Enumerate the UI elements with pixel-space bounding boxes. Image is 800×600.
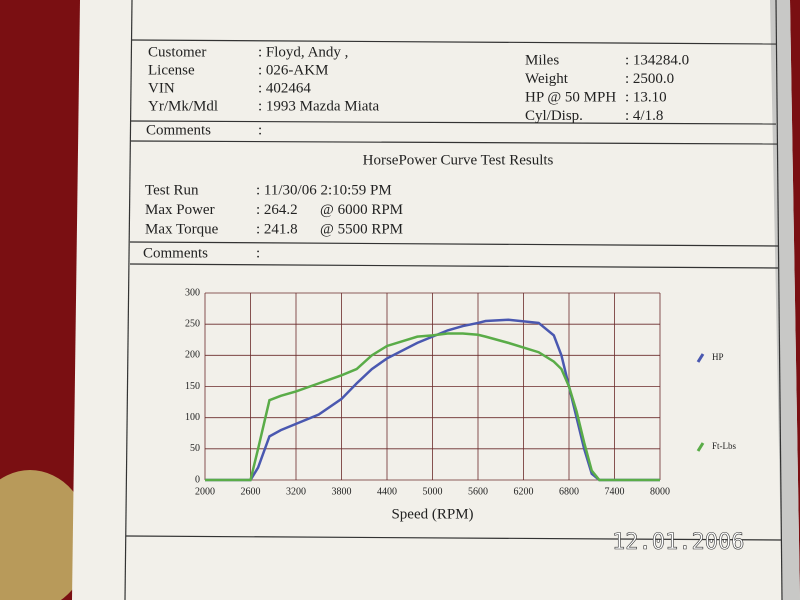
field-value: : 241.8 [256,221,298,237]
results-title: HorsePower Curve Test Results [363,152,554,168]
x-tick-label: 5000 [423,486,443,497]
document-text: HorsePower Curve Test Results Customer : … [143,44,689,261]
y-tick-label: 150 [185,381,200,392]
field-value: : 026-AKM [258,62,328,78]
field-value: : Floyd, Andy , [258,44,348,60]
field-label: Max Torque [145,221,219,237]
y-tick-label: 50 [190,443,200,454]
x-axis-label: Speed (RPM) [391,506,473,522]
field-value: : 264.2 [256,202,298,218]
field-value: : 2500.0 [625,71,674,87]
x-tick-label: 6200 [514,486,534,497]
x-tick-label: 5600 [468,486,488,497]
series-line [205,332,660,482]
carpet-pattern [0,470,90,600]
field-value: : 402464 [258,80,311,96]
legend-swatch [696,353,705,363]
x-tick-label: 3800 [332,486,352,497]
y-tick-label: 250 [185,318,200,329]
form-lines [124,0,783,600]
field-label: Customer [148,44,206,60]
field-rpm: @ 5500 RPM [320,221,403,237]
field-label: HP @ 50 MPH [525,89,616,105]
x-tick-label: 8000 [650,486,670,497]
chart: 0 50 100 150 200 250 300 2000 2600 3200 3800 4400 50… [185,287,737,522]
field-value: : 1993 Mazda Miata [258,98,380,114]
x-tick-label: 3200 [286,486,306,497]
y-tick-label: 100 [185,412,200,423]
field-label: Test Run [145,182,199,198]
x-tick-label: 2000 [195,486,215,497]
legend-label: Ft-Lbs [712,441,737,451]
x-tick-label: 7400 [605,486,625,497]
field-label: Cyl/Disp. [525,108,583,124]
y-tick-label: 200 [185,350,200,361]
field-label: VIN [148,80,175,96]
field-value: : 4/1.8 [625,108,663,124]
paper [72,0,800,600]
field-value: : 11/30/06 2:10:59 PM [256,182,392,198]
x-tick-label: 6800 [559,486,579,497]
legend-swatch [696,442,705,452]
field-label: License [148,62,195,78]
field-label: Weight [525,71,569,87]
date-stamp: 12.01.2006 [612,530,744,555]
field-rpm: @ 6000 RPM [320,202,403,218]
legend-label: HP [712,352,724,362]
field-label: Comments [143,245,208,261]
x-tick-label: 2600 [241,486,261,497]
y-tick-label: 0 [195,474,200,485]
field-value: : 134284.0 [625,52,689,68]
field-label: Max Power [145,202,215,218]
field-value: : [258,122,262,138]
x-tick-label: 4400 [377,486,397,497]
field-label: Yr/Mk/Mdl [148,98,218,114]
field-label: Comments [146,122,211,138]
field-value: : 13.10 [625,89,667,105]
field-value: : [256,245,260,261]
field-label: Miles [525,52,559,68]
y-tick-label: 300 [185,287,200,298]
